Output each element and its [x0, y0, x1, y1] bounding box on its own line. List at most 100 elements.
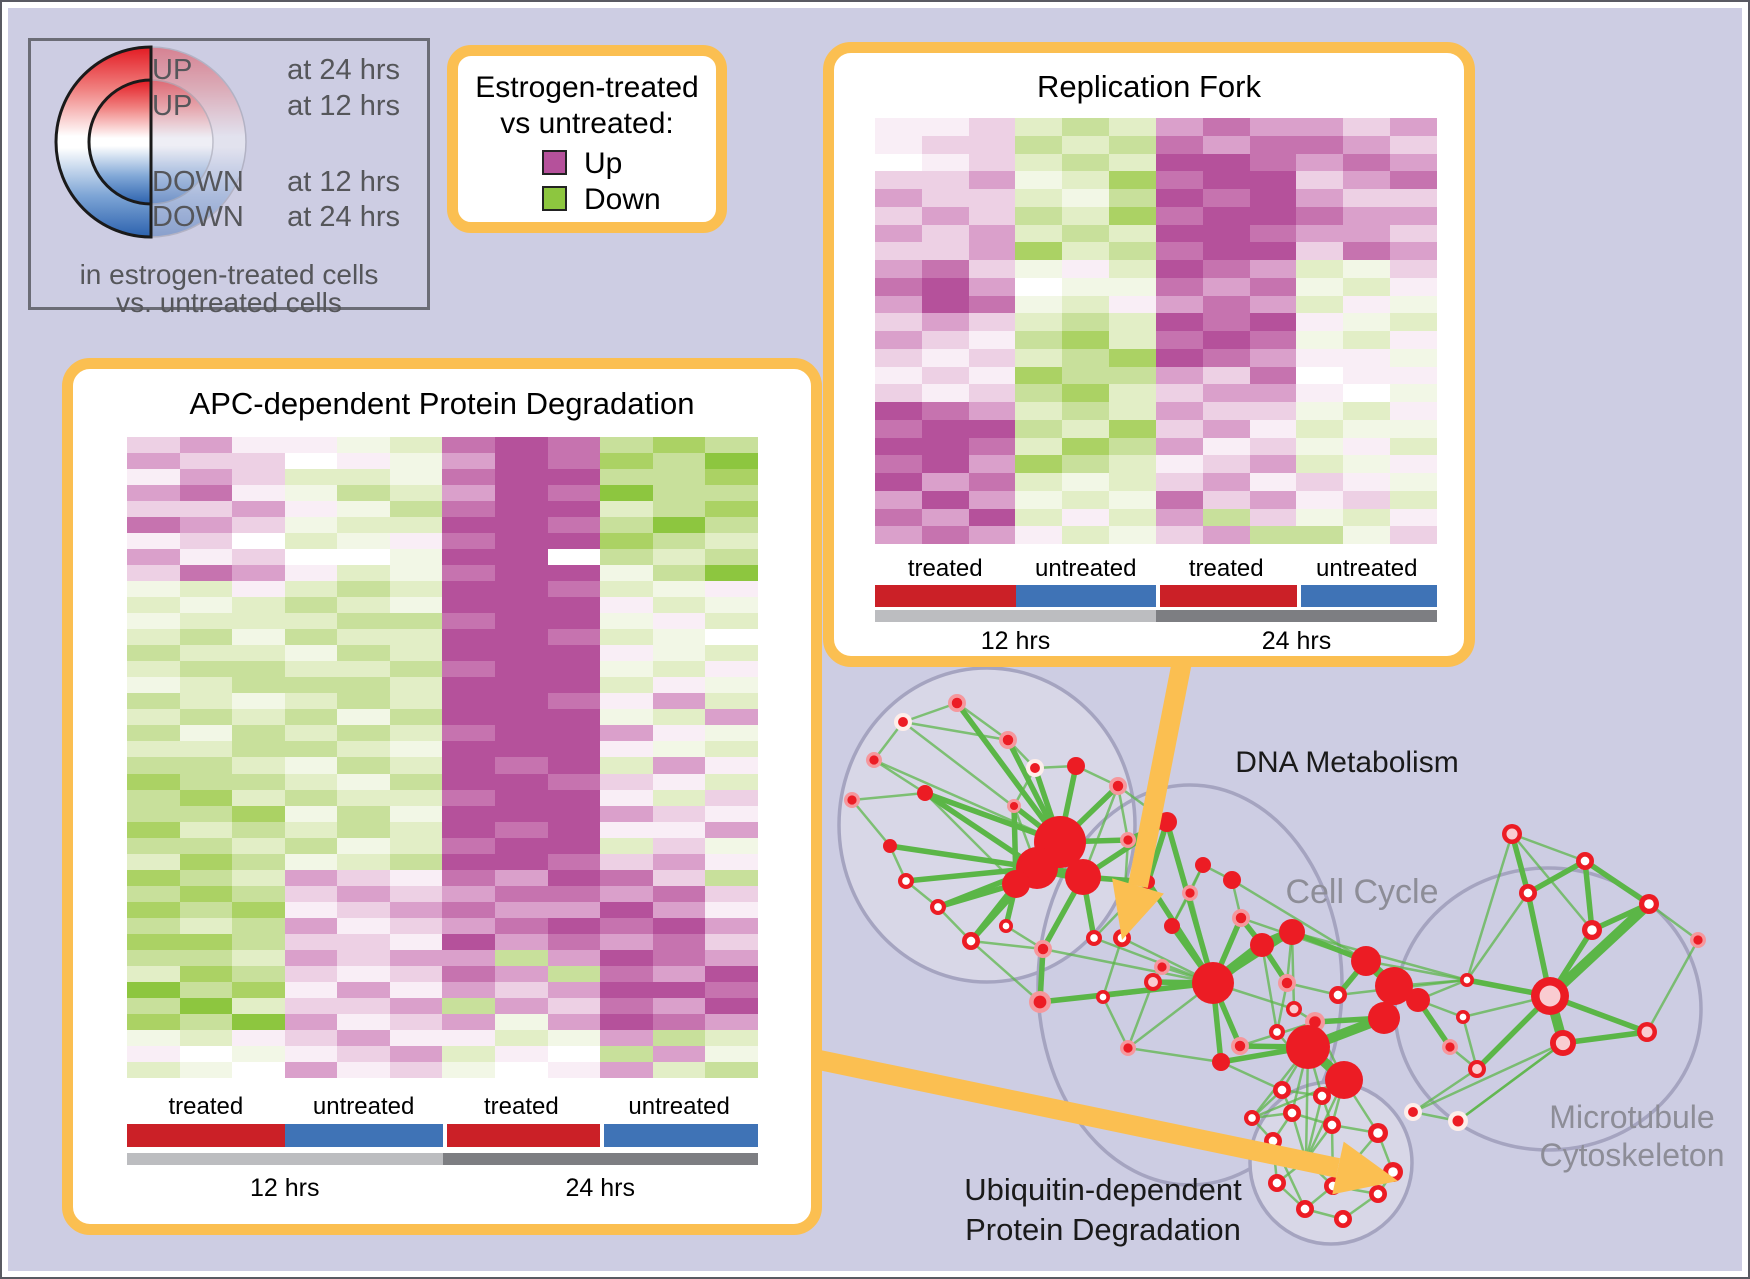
- heatmap-cell: [284, 837, 338, 854]
- heatmap-cell: [1202, 526, 1250, 544]
- network-node-red-ring-white-core: [999, 919, 1013, 933]
- heatmap-cell: [1343, 526, 1391, 544]
- heatmap-cell: [1296, 455, 1344, 473]
- heatmap-cell: [442, 517, 496, 534]
- heatmap-cell: [389, 677, 443, 694]
- heatmap-cell: [652, 485, 706, 502]
- heatmap-cell: [705, 821, 758, 838]
- updown-dir-label: DOWN: [152, 201, 244, 233]
- heatmap-cell: [1015, 242, 1063, 260]
- heatmap-cell: [495, 501, 548, 518]
- heatmap-cell: [179, 917, 233, 934]
- heatmap-cell: [495, 709, 548, 726]
- heatmap-cell: [1155, 437, 1203, 456]
- heatmap-cell: [495, 725, 548, 742]
- rf-group-label-untreated-12: untreated: [1035, 555, 1137, 582]
- network-node-pale-ring-red-core: [1448, 1111, 1468, 1131]
- heatmap-cell: [1062, 118, 1110, 136]
- network-node-red-ring-white-core: [1244, 1110, 1260, 1126]
- heatmap-cell: [127, 789, 180, 806]
- network-node-solid-red: [1279, 919, 1305, 945]
- heatmap-cell: [1062, 189, 1110, 207]
- heatmap-cell: [547, 1013, 601, 1030]
- heatmap-cell: [1296, 437, 1344, 456]
- heatmap-cell: [921, 508, 969, 527]
- network-node-pink-ring-red-core: [844, 792, 860, 808]
- heatmap-cell: [179, 965, 233, 982]
- heatmap-cell: [337, 837, 390, 854]
- rf-time-label-24hrs: 24 hrs: [1261, 627, 1332, 655]
- heatmap-cell: [705, 949, 758, 966]
- heatmap-cell: [284, 549, 338, 566]
- network-node-solid-red: [1368, 1002, 1400, 1034]
- heatmap-cell: [495, 581, 548, 598]
- heatmap-cell: [179, 885, 233, 902]
- heatmap-cell: [284, 741, 338, 758]
- heatmap-cell: [705, 469, 758, 486]
- heatmap-cell: [705, 437, 758, 454]
- heatmap-cell: [1109, 313, 1156, 331]
- heatmap-cell: [495, 757, 548, 774]
- rf-group-label-treated-24: treated: [1188, 555, 1264, 582]
- heatmap-cell: [284, 661, 338, 678]
- heatmap-cell: [968, 295, 1016, 314]
- bar-12hrs: [875, 610, 1156, 622]
- heatmap-cell: [442, 581, 496, 598]
- heatmap-cell: [232, 709, 285, 726]
- rf-time-graybar: [875, 610, 1437, 622]
- heatmap-cell: [875, 277, 922, 296]
- network-node-pink-ring-red-core: [1120, 1040, 1136, 1056]
- heatmap-cell: [442, 501, 496, 518]
- heatmap-cell: [442, 837, 496, 854]
- heatmap-cell: [600, 1045, 653, 1062]
- heatmap-cell: [1109, 242, 1156, 260]
- heatmap-cell: [442, 565, 496, 582]
- heatmap-cell: [1015, 508, 1063, 527]
- heatmap-cell: [389, 885, 443, 902]
- heatmap-cell: [389, 581, 443, 598]
- legend-item-down: Down: [458, 185, 716, 215]
- heatmap-cell: [1296, 118, 1344, 136]
- heatmap-cell: [232, 581, 285, 598]
- cluster-cell-cycle: [1036, 783, 1344, 1187]
- heatmap-cell: [127, 917, 180, 934]
- network-edge: [1101, 996, 1130, 1049]
- network-node-pink-ring-red-core: [1007, 799, 1021, 813]
- heatmap-cell: [652, 821, 706, 838]
- heatmap-cell: [232, 885, 285, 902]
- heatmap-cell: [337, 565, 390, 582]
- heatmap-cell: [921, 490, 969, 509]
- heatmap-cell: [600, 597, 653, 614]
- heatmap-cell: [1390, 473, 1437, 491]
- heatmap-cell: [1249, 508, 1297, 527]
- heatmap-cell: [921, 473, 969, 491]
- heatmap-cell: [1249, 366, 1297, 385]
- network-node-red-ring-pink-core: [1502, 824, 1522, 844]
- heatmap-cell: [179, 501, 233, 518]
- heatmap-cell: [442, 469, 496, 486]
- network-edge: [902, 720, 1009, 742]
- heatmap-cell: [284, 917, 338, 934]
- heatmap-cell: [600, 837, 653, 854]
- heatmap-cell: [921, 224, 969, 243]
- heatmap-cell: [179, 901, 233, 918]
- heatmap-cell: [1249, 313, 1297, 331]
- heatmap-cell: [127, 805, 180, 822]
- heatmap-cell: [921, 437, 969, 456]
- heatmap-cell: [1155, 384, 1203, 402]
- network-node-solid-red: [1325, 1061, 1363, 1099]
- heatmap-cell: [652, 1029, 706, 1046]
- heatmap-cell: [705, 1045, 758, 1062]
- heatmap-cell: [389, 949, 443, 966]
- heatmap-cell: [547, 565, 601, 582]
- heatmap-cell: [1343, 437, 1391, 456]
- heatmap-cell: [337, 629, 390, 646]
- heatmap-cell: [968, 277, 1016, 296]
- heatmap-cell: [921, 277, 969, 296]
- heatmap-cell: [179, 837, 233, 854]
- heatmap-cell: [1155, 419, 1203, 438]
- network-node-pink-ring-red-core: [1232, 909, 1250, 927]
- heatmap-cell: [1202, 118, 1250, 136]
- heatmap-cell: [1015, 331, 1063, 349]
- heatmap-cell: [1343, 473, 1391, 491]
